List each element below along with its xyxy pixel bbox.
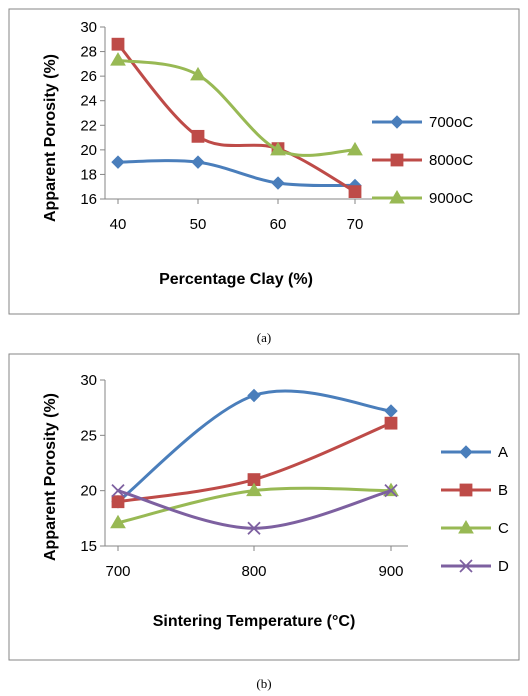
chart-b-legend-marker-3 bbox=[459, 559, 473, 573]
chart-a-series-0-point-1 bbox=[191, 155, 205, 169]
chart-a-legend-label-0: 700oC bbox=[429, 114, 473, 131]
chart-b-series-3-point-1-stroke-2 bbox=[247, 521, 261, 535]
chart-b-legend-marker-0 bbox=[459, 445, 473, 459]
chart-a-x-tick-label-0: 40 bbox=[110, 216, 127, 233]
chart-a-y-tick-label-4: 24 bbox=[80, 93, 97, 110]
chart-a-series-1-point-1 bbox=[191, 129, 205, 143]
chart-b-legend-label-3: D bbox=[498, 558, 509, 575]
chart-a-x-tick-label-1: 50 bbox=[190, 216, 207, 233]
chart-b-y-tick-label-2: 25 bbox=[80, 427, 97, 444]
chart-a-series-line-1 bbox=[116, 42, 357, 194]
chart-b-series-1-point-2 bbox=[384, 416, 398, 430]
chart-b-series-3-point-0 bbox=[111, 484, 125, 498]
chart-b-series-0-point-1 bbox=[247, 388, 261, 403]
chart-b-y-tick-label-1: 20 bbox=[80, 483, 97, 500]
chart-a-y-tick-label-0: 16 bbox=[80, 191, 97, 208]
chart-b-series-3-point-2-stroke-2 bbox=[384, 484, 398, 498]
chart-a-legend-marker-2 bbox=[389, 190, 405, 204]
chart-a-frame bbox=[8, 8, 520, 315]
chart-b: 15 20 25 30 700 800 900 Sintering Temperature … bbox=[8, 353, 520, 691]
chart-b-legend-marker-2 bbox=[458, 520, 474, 534]
chart-a-series-line-0 bbox=[116, 159, 357, 188]
chart-a-x-tick-label-2: 60 bbox=[270, 216, 287, 233]
chart-a-series-2-point-2 bbox=[270, 141, 286, 156]
chart-a-y-tick-label-3: 22 bbox=[80, 117, 97, 134]
chart-a-y-tick-label-6: 28 bbox=[80, 44, 97, 61]
chart-a-series-line-2 bbox=[116, 58, 357, 157]
chart-a-caption: (a) bbox=[257, 330, 271, 345]
chart-a-series-1-point-0 bbox=[111, 37, 125, 51]
chart-a-y-tick-label-7: 30 bbox=[80, 19, 97, 36]
chart-a: 16 18 20 22 24 26 28 30 40 50 60 70 Percentage Clay… bbox=[8, 8, 520, 345]
chart-b-series-3-point-2 bbox=[384, 484, 398, 498]
chart-a-y-tick-label-1: 18 bbox=[80, 166, 97, 183]
chart-a-series-0-point-0 bbox=[111, 155, 125, 169]
chart-a-legend-marker-1 bbox=[390, 153, 404, 167]
chart-b-frame bbox=[8, 353, 520, 661]
chart-b-y-axis-label: Apparent Porosity (%) bbox=[42, 393, 59, 561]
chart-a-x-tick-label-3: 70 bbox=[347, 216, 364, 233]
chart-b-series-3-point-0-stroke-2 bbox=[111, 484, 125, 498]
chart-a-x-axis-label: Percentage Clay (%) bbox=[159, 271, 313, 288]
chart-b-series-1-point-0 bbox=[111, 495, 125, 509]
chart-b-legend: A B C D bbox=[441, 444, 509, 575]
chart-b-legend-label-1: B bbox=[498, 482, 508, 499]
chart-b-legend-marker-3-stroke-2 bbox=[459, 559, 473, 573]
chart-a-legend-marker-0 bbox=[390, 115, 404, 129]
chart-b-y-tick-label-0: 15 bbox=[80, 538, 97, 555]
chart-b-legend-marker-1 bbox=[459, 483, 473, 497]
chart-b-x-tick-label-0: 700 bbox=[105, 563, 130, 580]
chart-b-caption: (b) bbox=[256, 676, 271, 691]
chart-a-series-2-point-0 bbox=[110, 52, 126, 66]
chart-a-legend-label-1: 800oC bbox=[429, 152, 473, 169]
chart-a-y-tick-label-5: 26 bbox=[80, 68, 97, 85]
chart-b-legend-label-2: C bbox=[498, 520, 509, 537]
chart-b-legend-label-0: A bbox=[498, 444, 508, 461]
chart-b-plot-area: 15 20 25 30 700 800 900 bbox=[80, 372, 408, 580]
chart-b-series-2-point-1 bbox=[246, 482, 262, 497]
chart-a-series-2-point-1 bbox=[190, 66, 206, 81]
chart-a-plot-area: 16 18 20 22 24 26 28 30 40 50 60 70 bbox=[80, 19, 378, 233]
chart-b-series-3-point-1 bbox=[247, 521, 261, 535]
chart-b-x-tick-label-2: 900 bbox=[378, 563, 403, 580]
chart-a-series-0-point-2 bbox=[271, 176, 285, 190]
chart-a-legend-label-2: 900oC bbox=[429, 190, 473, 207]
chart-a-y-axis-label: Apparent Porosity (%) bbox=[42, 54, 59, 222]
chart-a-series-2-point-3 bbox=[347, 141, 363, 156]
chart-b-x-tick-label-1: 800 bbox=[241, 563, 266, 580]
chart-a-legend: 700oC 800oC 900oC bbox=[372, 114, 473, 207]
chart-b-y-tick-label-3: 30 bbox=[80, 372, 97, 389]
chart-a-y-tick-label-2: 20 bbox=[80, 142, 97, 159]
chart-b-series-2-point-0 bbox=[110, 514, 126, 529]
chart-a-series-1-point-3 bbox=[348, 185, 362, 199]
chart-b-x-axis-label: Sintering Temperature (°C) bbox=[153, 613, 356, 630]
